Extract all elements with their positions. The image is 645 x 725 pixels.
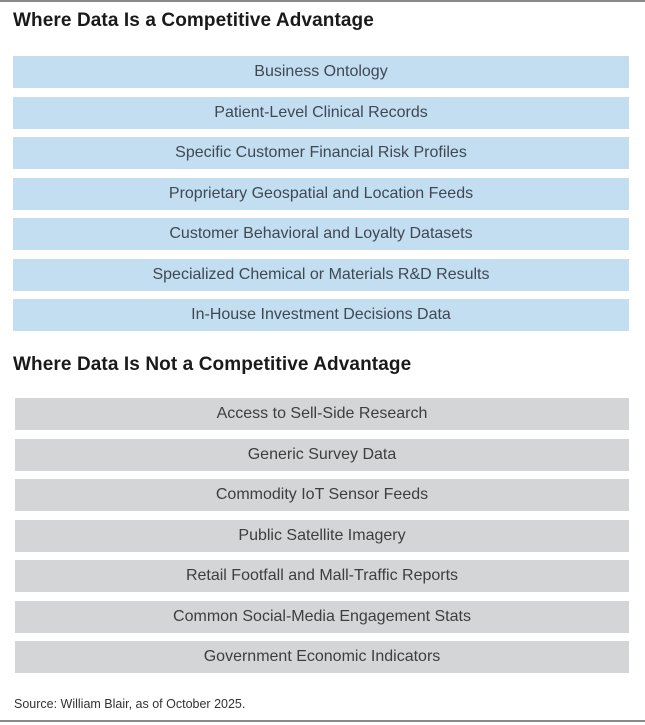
not-advantage-heading: Where Data Is Not a Competitive Advantag…: [13, 354, 412, 375]
list-item: Generic Survey Data: [15, 438, 629, 471]
list-item: Specific Customer Financial Risk Profile…: [13, 137, 629, 169]
advantage-heading: Where Data Is a Competitive Advantage: [13, 10, 374, 31]
advantage-list: Business Ontology Patient-Level Clinical …: [13, 56, 629, 340]
list-item: Commodity IoT Sensor Feeds: [15, 479, 629, 511]
list-item: Government Economic Indicators: [15, 641, 629, 673]
list-item: Common Social-Media Engagement Stats: [15, 600, 629, 633]
list-item: Proprietary Geospatial and Location Feed…: [13, 177, 629, 210]
list-item: Business Ontology: [13, 56, 629, 88]
list-item: In-House Investment Decisions Data: [13, 299, 629, 331]
list-item: Customer Behavioral and Loyalty Datasets: [13, 218, 629, 250]
bottom-rule: [0, 720, 645, 722]
list-item: Specialized Chemical or Materials R&D Re…: [13, 258, 629, 291]
not-advantage-list: Access to Sell-Side Research Generic Surv…: [15, 398, 629, 682]
list-item: Public Satellite Imagery: [15, 519, 629, 552]
top-rule: [0, 0, 645, 2]
list-item: Patient-Level Clinical Records: [13, 96, 629, 129]
list-item: Access to Sell-Side Research: [15, 398, 629, 430]
list-item: Retail Footfall and Mall-Traffic Reports: [15, 560, 629, 592]
source-note: Source: William Blair, as of October 202…: [14, 697, 246, 711]
